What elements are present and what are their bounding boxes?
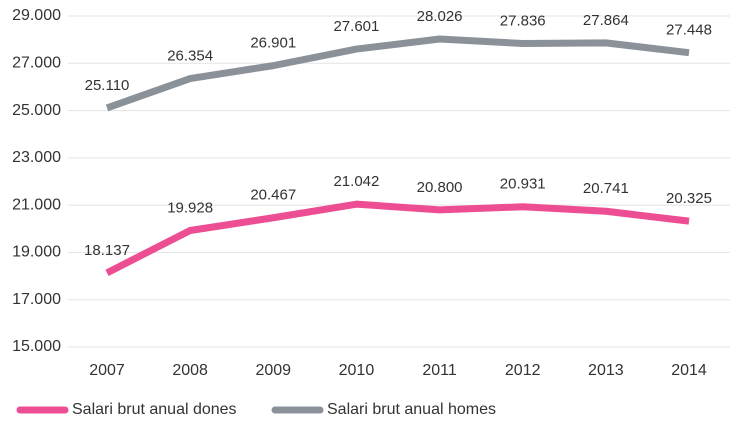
data-label: 20.741: [583, 180, 629, 197]
legend-label: Salari brut anual dones: [72, 401, 237, 418]
x-tick-label: 2007: [89, 362, 125, 379]
data-label: 27.448: [666, 22, 712, 39]
data-label: 28.026: [417, 8, 463, 25]
x-tick-label: 2014: [671, 362, 707, 379]
y-tick-label: 21.000: [12, 196, 61, 213]
data-label: 18.137: [84, 242, 130, 259]
data-label: 20.467: [250, 187, 296, 204]
x-tick-label: 2011: [422, 362, 457, 379]
data-label: 21.042: [333, 173, 379, 190]
data-label: 20.325: [666, 190, 712, 207]
x-tick-label: 2008: [172, 362, 208, 379]
y-tick-label: 17.000: [12, 291, 61, 308]
data-label: 27.864: [583, 12, 629, 29]
x-tick-label: 2010: [339, 362, 375, 379]
y-tick-label: 23.000: [12, 149, 61, 166]
series-line: [105, 35, 690, 112]
y-tick-label: 19.000: [12, 244, 61, 261]
legend-label: Salari brut anual homes: [327, 401, 496, 418]
series-line: [105, 200, 690, 276]
data-label: 26.901: [250, 35, 296, 52]
data-label: 27.836: [500, 12, 546, 29]
data-label: 26.354: [167, 48, 213, 65]
y-tick-label: 15.000: [12, 338, 61, 355]
data-label: 19.928: [167, 199, 213, 216]
x-tick-label: 2013: [588, 362, 624, 379]
data-label: 20.931: [500, 176, 546, 193]
data-label: 25.110: [85, 77, 130, 94]
data-label: 27.601: [333, 18, 379, 35]
y-tick-label: 29.000: [12, 7, 61, 24]
y-tick-label: 25.000: [12, 102, 61, 119]
x-tick-label: 2012: [505, 362, 541, 379]
y-tick-label: 27.000: [12, 55, 61, 72]
data-label: 20.800: [417, 179, 463, 196]
x-tick-label: 2009: [255, 362, 291, 379]
